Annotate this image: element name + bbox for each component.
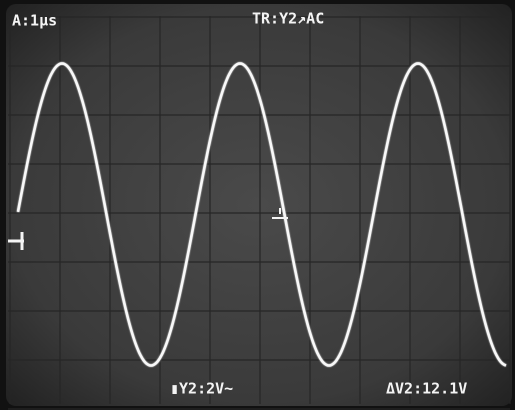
display [6, 4, 512, 406]
channel-scale-label: ▮Y2:2V~ [170, 380, 233, 398]
page: A:1µs TR:Y2↗AC ▮Y2:2V~ ΔV2:12.1V (() => … [0, 0, 515, 410]
trigger-label: TR:Y2↗AC [252, 10, 324, 28]
cursor-readout-label: ΔV2:12.1V [386, 380, 467, 398]
timebase-label: A:1µs [12, 12, 57, 30]
oscilloscope-screen: A:1µs TR:Y2↗AC ▮Y2:2V~ ΔV2:12.1V [0, 0, 515, 410]
